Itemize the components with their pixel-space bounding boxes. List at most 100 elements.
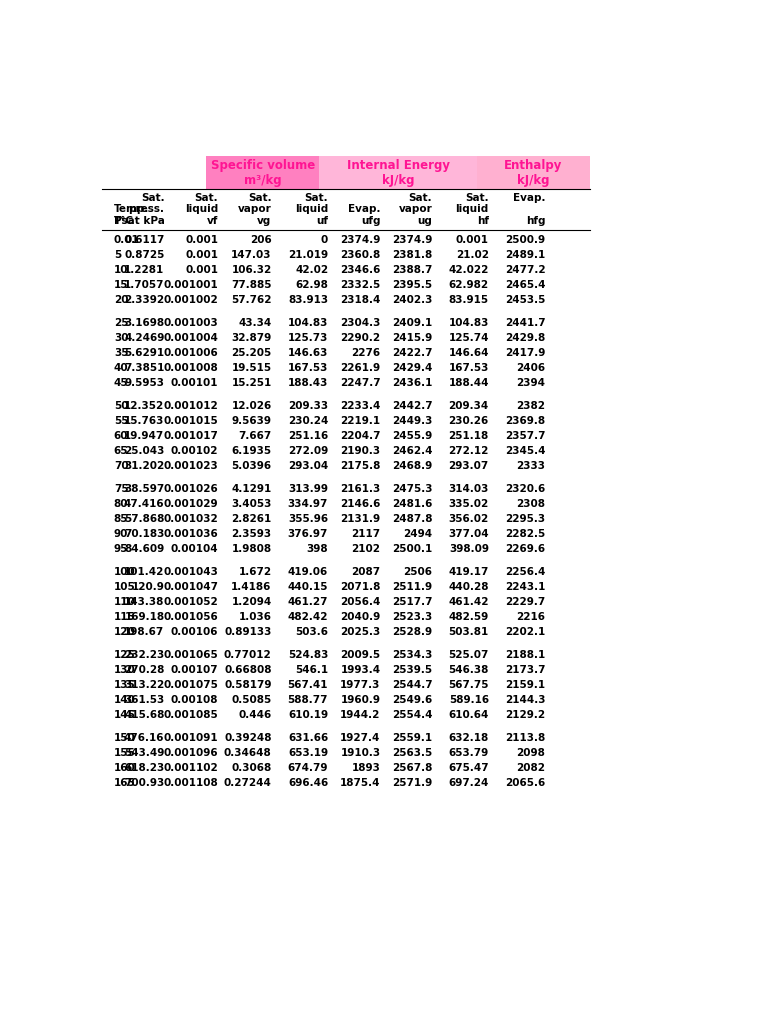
Text: 5.0396: 5.0396	[231, 461, 272, 471]
Text: 62.982: 62.982	[449, 280, 489, 290]
Text: 503.6: 503.6	[295, 627, 328, 637]
Text: 2468.9: 2468.9	[392, 461, 432, 471]
Text: 209.33: 209.33	[288, 401, 328, 412]
Text: 21.02: 21.02	[456, 250, 489, 260]
Text: 0.89133: 0.89133	[224, 627, 272, 637]
Text: 0.00102: 0.00102	[170, 445, 218, 456]
Text: 2056.4: 2056.4	[340, 597, 380, 607]
Text: 104.83: 104.83	[449, 318, 489, 329]
Text: 2357.7: 2357.7	[505, 431, 545, 441]
Text: 482.42: 482.42	[288, 612, 328, 622]
Text: 4.2469: 4.2469	[124, 333, 164, 343]
Text: 2345.4: 2345.4	[505, 445, 545, 456]
Text: 2563.5: 2563.5	[392, 749, 432, 758]
Text: 188.44: 188.44	[449, 378, 489, 388]
Text: 62.98: 62.98	[295, 280, 328, 290]
Text: 0.34648: 0.34648	[223, 749, 272, 758]
Text: 618.23: 618.23	[124, 763, 164, 773]
Text: 631.66: 631.66	[288, 733, 328, 743]
Text: 0.5085: 0.5085	[231, 695, 272, 705]
Text: 1.4186: 1.4186	[231, 583, 272, 592]
Text: 7.3851: 7.3851	[124, 362, 164, 373]
Text: 2395.5: 2395.5	[392, 280, 432, 290]
Text: 2487.8: 2487.8	[392, 514, 432, 524]
Text: 206: 206	[250, 236, 272, 246]
Text: 0.001: 0.001	[185, 250, 218, 260]
Text: 2269.6: 2269.6	[505, 544, 545, 554]
Text: 0.001006: 0.001006	[164, 348, 218, 358]
FancyBboxPatch shape	[206, 156, 319, 189]
Text: 1.2094: 1.2094	[231, 597, 272, 607]
Text: 42.022: 42.022	[449, 265, 489, 275]
Text: 0.00101: 0.00101	[170, 378, 218, 388]
Text: 524.83: 524.83	[288, 650, 328, 660]
Text: 2409.1: 2409.1	[392, 318, 432, 329]
Text: 2382: 2382	[516, 401, 545, 412]
Text: liquid: liquid	[455, 204, 489, 214]
Text: 5.6291: 5.6291	[124, 348, 164, 358]
Text: 2441.7: 2441.7	[505, 318, 545, 329]
Text: 2308: 2308	[516, 500, 545, 509]
Text: 314.03: 314.03	[449, 484, 489, 495]
Text: 12.352: 12.352	[124, 401, 164, 412]
Text: 440.15: 440.15	[288, 583, 328, 592]
Text: 2256.4: 2256.4	[505, 567, 545, 578]
Text: 0.001085: 0.001085	[164, 710, 218, 720]
Text: Enthalpy
kJ/kg: Enthalpy kJ/kg	[505, 159, 563, 186]
Text: 5: 5	[114, 250, 121, 260]
Text: 90: 90	[114, 528, 128, 539]
Text: 146.63: 146.63	[288, 348, 328, 358]
Text: 2190.3: 2190.3	[340, 445, 380, 456]
Text: 2554.4: 2554.4	[392, 710, 432, 720]
Text: 35: 35	[114, 348, 128, 358]
Text: 2360.8: 2360.8	[340, 250, 380, 260]
Text: 232.23: 232.23	[124, 650, 164, 660]
Text: 419.17: 419.17	[449, 567, 489, 578]
Text: 0.001102: 0.001102	[164, 763, 218, 773]
Text: 2346.6: 2346.6	[340, 265, 380, 275]
Text: 6.1935: 6.1935	[231, 445, 272, 456]
Text: 32.879: 32.879	[231, 333, 272, 343]
Text: vapor: vapor	[238, 204, 272, 214]
Text: 25: 25	[114, 318, 128, 329]
Text: Specific volume
m³/kg: Specific volume m³/kg	[210, 159, 315, 186]
Text: T°C: T°C	[114, 216, 134, 225]
Text: 167.53: 167.53	[449, 362, 489, 373]
Text: 75: 75	[114, 484, 128, 495]
Text: liquid: liquid	[295, 204, 328, 214]
Text: 525.07: 525.07	[449, 650, 489, 660]
Text: 2219.1: 2219.1	[340, 416, 380, 426]
Text: 419.06: 419.06	[288, 567, 328, 578]
Text: 31.202: 31.202	[124, 461, 164, 471]
Text: press.: press.	[128, 204, 164, 214]
Text: 700.93: 700.93	[124, 778, 164, 787]
Text: 0.001056: 0.001056	[164, 612, 218, 622]
Text: 57.868: 57.868	[124, 514, 164, 524]
Text: 2489.1: 2489.1	[505, 250, 545, 260]
Text: 65: 65	[114, 445, 128, 456]
Text: 2475.3: 2475.3	[392, 484, 432, 495]
Text: 2146.6: 2146.6	[340, 500, 380, 509]
Text: 313.22: 313.22	[124, 680, 164, 690]
Text: 376.97: 376.97	[288, 528, 328, 539]
Text: 0.001032: 0.001032	[164, 514, 218, 524]
Text: 2465.4: 2465.4	[505, 280, 545, 290]
Text: 2477.2: 2477.2	[505, 265, 545, 275]
Text: 2290.2: 2290.2	[340, 333, 380, 343]
Text: 2333: 2333	[516, 461, 545, 471]
Text: 100: 100	[114, 567, 136, 578]
Text: 398.09: 398.09	[449, 544, 489, 554]
Text: 2202.1: 2202.1	[505, 627, 545, 637]
Text: 101.42: 101.42	[124, 567, 164, 578]
Text: 2422.7: 2422.7	[392, 348, 432, 358]
Text: 0.01: 0.01	[114, 236, 140, 246]
Text: 0.66808: 0.66808	[224, 666, 272, 675]
Text: 21.019: 21.019	[288, 250, 328, 260]
Text: 589.16: 589.16	[449, 695, 489, 705]
Text: 272.09: 272.09	[288, 445, 328, 456]
Text: 1.9808: 1.9808	[231, 544, 272, 554]
Text: 2282.5: 2282.5	[505, 528, 545, 539]
Text: 1875.4: 1875.4	[340, 778, 380, 787]
Text: 2131.9: 2131.9	[340, 514, 380, 524]
Text: 2523.3: 2523.3	[392, 612, 432, 622]
